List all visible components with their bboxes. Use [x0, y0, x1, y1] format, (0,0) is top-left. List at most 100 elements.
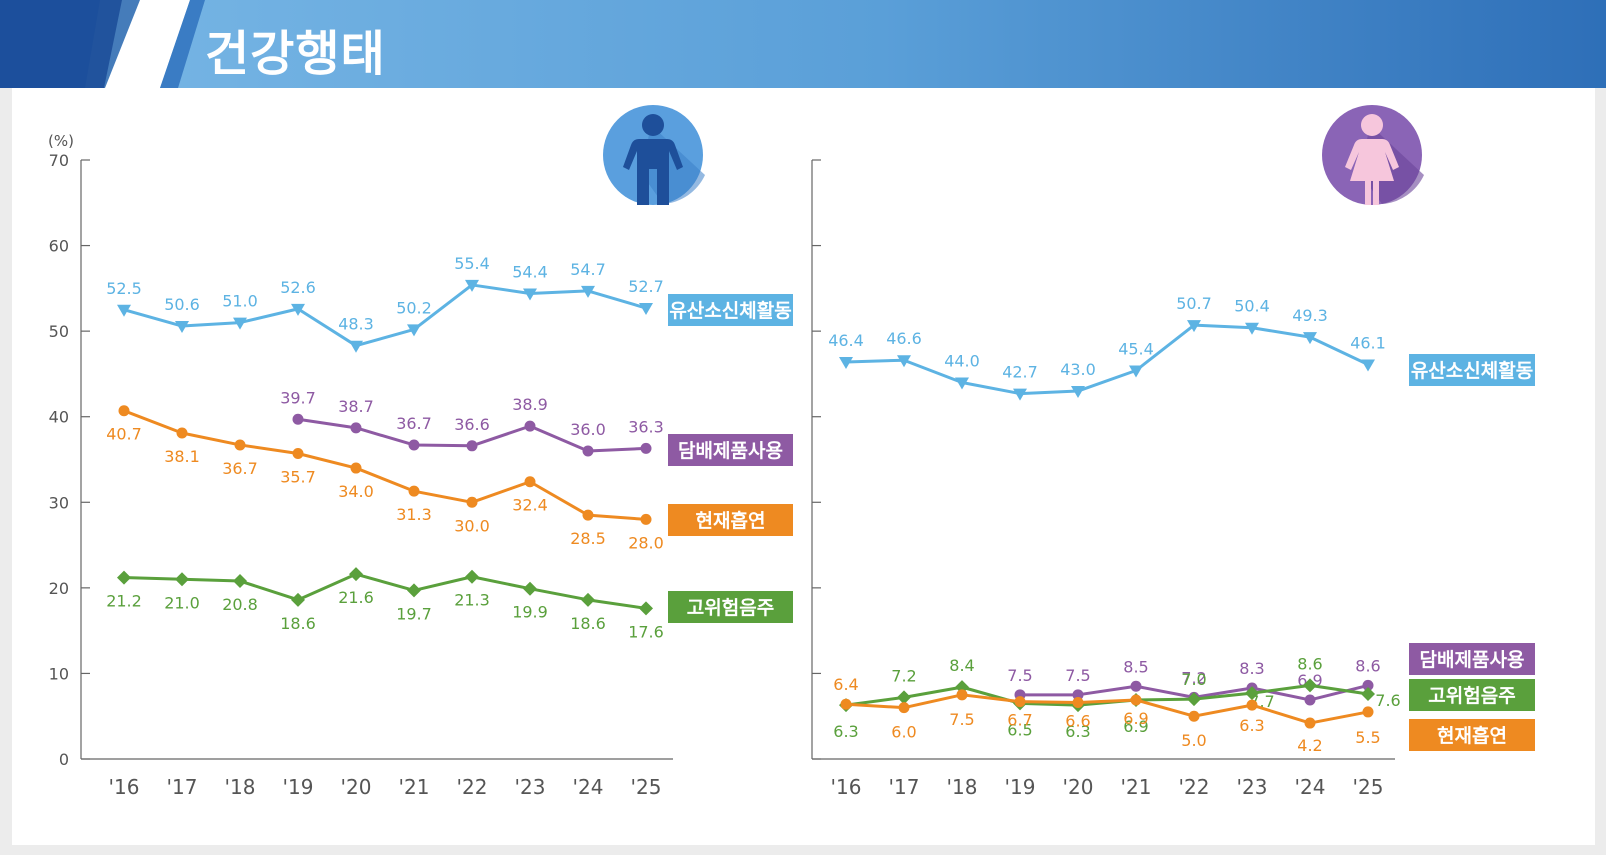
data-label: 6.5 — [1007, 720, 1032, 739]
legend-label: 담배제품사용 — [1420, 649, 1525, 671]
data-label: 36.0 — [570, 420, 606, 439]
data-label: 40.7 — [106, 425, 142, 444]
data-label: 17.6 — [628, 622, 664, 641]
series-line — [123, 572, 647, 610]
data-point — [118, 405, 130, 417]
legend-tag-physical_activity — [1409, 354, 1535, 386]
data-label: 4.2 — [1297, 736, 1322, 755]
legend-tag-drinking — [668, 591, 793, 623]
x-tick-label: '20 — [1063, 775, 1094, 799]
data-point — [1245, 686, 1259, 701]
data-point — [1071, 386, 1085, 399]
x-tick-label: '16 — [831, 775, 862, 799]
data-point — [582, 445, 594, 457]
data-point — [1130, 680, 1142, 692]
y-tick-label: 0 — [59, 750, 69, 769]
y-tick-label: 10 — [49, 664, 69, 683]
legend-tag-drinking — [1409, 679, 1535, 711]
data-label: 6.3 — [1065, 722, 1090, 741]
data-point — [1304, 717, 1316, 729]
legend-label: 유산소신체활동 — [669, 300, 791, 322]
data-point — [639, 303, 653, 316]
data-point — [523, 581, 537, 596]
data-point — [1072, 689, 1084, 701]
y-tick-label: 30 — [49, 493, 69, 512]
data-label: 31.3 — [396, 505, 432, 524]
data-point — [898, 702, 910, 714]
x-tick-label: '16 — [109, 775, 140, 799]
data-label: 36.3 — [628, 417, 664, 436]
data-label: 36.7 — [222, 459, 258, 478]
data-label: 46.6 — [886, 329, 922, 348]
data-label: 8.4 — [949, 656, 974, 675]
data-label: 5.5 — [1355, 728, 1380, 747]
female-person-icon — [1322, 105, 1424, 205]
series-physical_activity: 46.4 46.6 44.0 42.7 43.0 45.4 50.7 50.4 49.3 46.1 — [828, 294, 1386, 401]
data-point — [350, 462, 362, 474]
x-tick-label: '25 — [1353, 775, 1384, 799]
x-tick-label: '23 — [515, 775, 546, 799]
data-point — [897, 690, 911, 705]
data-label: 19.7 — [396, 604, 432, 623]
data-label: 6.9 — [1123, 709, 1148, 728]
data-label: 7.2 — [1181, 668, 1206, 687]
data-point — [1187, 320, 1201, 333]
content-panel: 0 10 20 30 40 50 60 70 (%) '16'17'18'19'20'21'22 '… — [12, 88, 1595, 845]
header-background — [0, 0, 1606, 88]
data-label: 6.3 — [833, 722, 858, 741]
data-point — [1129, 365, 1143, 378]
data-label: 30.0 — [454, 516, 490, 535]
data-label: 21.3 — [454, 591, 490, 610]
data-point — [408, 485, 420, 497]
data-label: 7.5 — [949, 710, 974, 729]
x-tick-label: '19 — [283, 775, 314, 799]
legend-label: 유산소신체활동 — [1411, 360, 1533, 382]
series-drinking: 21.2 21.0 20.8 18.6 21.6 19.7 21.3 19.9 18.6 17.6 — [106, 567, 664, 641]
data-label: 6.4 — [833, 675, 858, 694]
data-point — [1187, 692, 1201, 707]
data-label: 52.7 — [628, 277, 664, 296]
x-tick-label: '25 — [631, 775, 662, 799]
data-point — [1013, 388, 1027, 401]
data-label: 44.0 — [944, 351, 980, 370]
data-label: 32.4 — [512, 496, 548, 515]
data-label: 8.5 — [1123, 657, 1148, 676]
data-point — [1362, 679, 1374, 691]
data-point — [1362, 706, 1374, 718]
x-tick-label: '22 — [1179, 775, 1210, 799]
x-tick-label: '23 — [1237, 775, 1268, 799]
series-smoking: 40.7 38.1 36.7 35.7 34.0 31.3 30.0 32.4 28.5 28.0 — [106, 405, 664, 552]
data-label: 18.6 — [280, 614, 316, 633]
data-point — [1303, 678, 1317, 693]
data-point — [176, 427, 188, 439]
data-point — [1072, 697, 1084, 709]
header-banner: 건강행태 — [0, 0, 1606, 88]
data-point — [349, 340, 363, 353]
y-tick-label: 60 — [49, 237, 69, 256]
series-line — [845, 323, 1369, 396]
data-label: 20.8 — [222, 595, 258, 614]
data-label: 34.0 — [338, 482, 374, 501]
data-label: 54.7 — [570, 260, 606, 279]
series-physical_activity: 52.5 50.6 51.0 52.6 48.3 50.2 55.4 54.4 54.7 52.7 — [106, 254, 664, 353]
series-line — [845, 693, 1369, 725]
data-label: 52.6 — [280, 278, 316, 297]
series-line — [123, 409, 647, 521]
data-point — [839, 356, 853, 369]
data-point — [640, 442, 652, 454]
legend-label: 고위험음주 — [1428, 685, 1515, 707]
data-point — [1304, 694, 1316, 706]
data-label: 36.7 — [396, 414, 432, 433]
data-point — [524, 476, 536, 488]
legend-tag-tobacco — [668, 434, 793, 466]
y-tick-label: 70 — [49, 151, 69, 170]
y-unit-label: (%) — [48, 132, 74, 150]
data-point — [524, 420, 536, 432]
data-point — [233, 574, 247, 589]
data-label: 18.6 — [570, 614, 606, 633]
data-label: 52.5 — [106, 279, 142, 298]
data-point — [349, 567, 363, 582]
data-label: 38.1 — [164, 447, 200, 466]
data-point — [581, 285, 595, 298]
